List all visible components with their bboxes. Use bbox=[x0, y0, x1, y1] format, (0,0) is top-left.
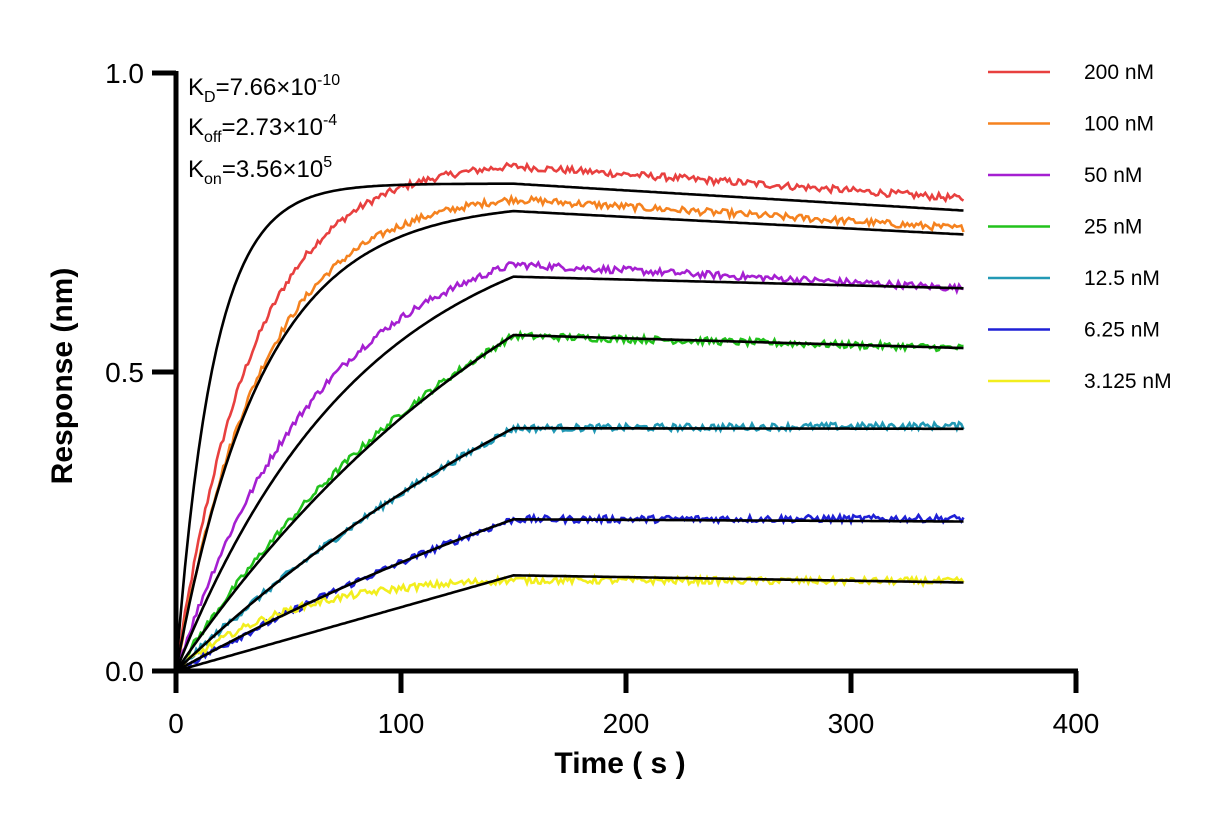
kinetic-annotations: KD=7.66×10-10 Koff=2.73×10-4 Kon=3.56×10… bbox=[188, 72, 340, 188]
legend-label: 200 nM bbox=[1084, 61, 1154, 84]
legend-label: 25 nM bbox=[1084, 216, 1142, 239]
y-tick-label: 0.5 bbox=[105, 357, 144, 388]
sensorgram-traces bbox=[174, 161, 965, 674]
fit-3-125-nM bbox=[175, 573, 964, 673]
fit-200-nM bbox=[174, 182, 964, 672]
fit-25-nM bbox=[174, 333, 964, 672]
legend: 200 nM 100 nM 50 nM 25 nM 12.5 nM 6.25 nM 3.12… bbox=[988, 61, 1172, 393]
x-tick-label: 200 bbox=[603, 708, 650, 739]
x-tick-label: 400 bbox=[1053, 708, 1100, 739]
axes: 0 100 200 300 400 0.0 0.5 1.0 bbox=[105, 58, 1099, 739]
trace-6-25-nM bbox=[175, 512, 965, 674]
x-tick-label: 300 bbox=[828, 708, 875, 739]
y-axis-title: Response (nm) bbox=[46, 268, 79, 485]
legend-label: 50 nM bbox=[1084, 164, 1142, 187]
fit-12-5-nM bbox=[175, 426, 964, 672]
kd-annotation: KD=7.66×10-10 bbox=[188, 72, 340, 106]
y-tick-label: 1.0 bbox=[105, 58, 144, 89]
legend-label: 3.125 nM bbox=[1084, 370, 1172, 393]
fit-100-nM bbox=[174, 209, 964, 672]
trace-200-nM bbox=[174, 161, 965, 672]
trace-3-125-nM bbox=[175, 572, 965, 673]
y-tick-label: 0.0 bbox=[105, 656, 144, 687]
x-axis-title: Time ( s ) bbox=[554, 747, 685, 780]
trace-12-5-nM bbox=[174, 419, 965, 672]
trace-100-nM bbox=[174, 193, 965, 672]
x-tick-label: 0 bbox=[168, 708, 184, 739]
trace-25-nM bbox=[175, 329, 964, 673]
kon-annotation: Kon=3.56×105 bbox=[188, 154, 332, 188]
fit-50-nM bbox=[174, 275, 964, 672]
legend-label: 12.5 nM bbox=[1084, 267, 1160, 290]
legend-label: 100 nM bbox=[1084, 113, 1154, 136]
legend-label: 6.25 nM bbox=[1084, 319, 1160, 342]
trace-50-nM bbox=[174, 260, 964, 672]
koff-annotation: Koff=2.73×10-4 bbox=[188, 112, 337, 146]
fit-6-25-nM bbox=[175, 518, 964, 673]
x-tick-label: 100 bbox=[378, 708, 425, 739]
fit-curves bbox=[174, 182, 964, 673]
